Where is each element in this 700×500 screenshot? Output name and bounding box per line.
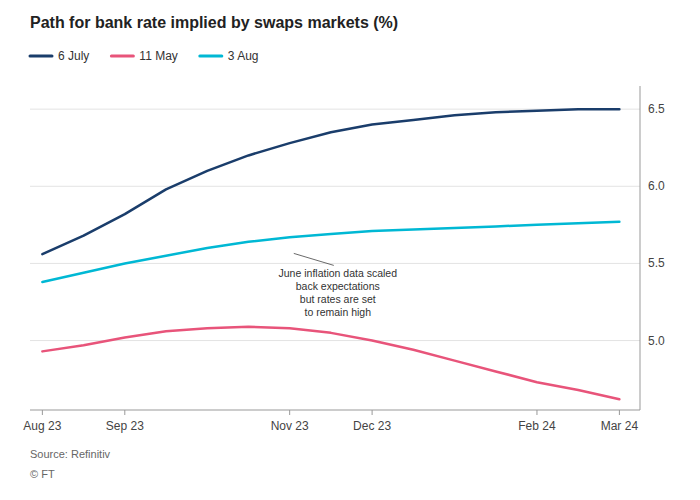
x-tick — [42, 410, 43, 415]
grid-line — [30, 340, 640, 341]
x-axis-line — [30, 410, 640, 411]
x-tick — [536, 410, 537, 415]
copyright: © FT — [30, 468, 55, 480]
x-tick — [124, 410, 125, 415]
series-line — [42, 222, 619, 282]
chart: Path for bank rate implied by swaps mark… — [0, 0, 700, 500]
x-tick — [289, 410, 290, 415]
x-tick-label: Nov 23 — [271, 419, 309, 433]
x-tick-label: Aug 23 — [23, 419, 61, 433]
x-tick-label: Sep 23 — [106, 419, 144, 433]
x-tick — [372, 410, 373, 415]
annotation: June inflation data scaledback expectati… — [279, 267, 398, 318]
legend-swatch — [30, 55, 52, 58]
y-tick-label: 5.0 — [648, 334, 665, 348]
series-line — [42, 327, 619, 400]
x-tick-label: Feb 24 — [518, 419, 556, 433]
series-line — [42, 109, 619, 254]
source: Source: Refinitiv — [30, 448, 111, 460]
legend-label: 11 May — [139, 49, 177, 63]
x-tick-label: Dec 23 — [353, 419, 391, 433]
grid-line — [30, 186, 640, 187]
legend-label: 6 July — [58, 49, 89, 63]
y-axis-line — [640, 86, 641, 410]
y-tick-label: 6.5 — [648, 102, 665, 116]
legend: 6 July 11 May 3 Aug — [30, 49, 259, 63]
y-tick-label: 5.5 — [648, 256, 665, 270]
legend-swatch — [200, 55, 222, 58]
annotation-arrow — [294, 253, 334, 265]
legend-label: 3 Aug — [228, 49, 259, 63]
series-group — [42, 109, 619, 399]
y-tick-label: 6.0 — [648, 179, 665, 193]
x-tick-label: Mar 24 — [601, 419, 639, 433]
x-tick — [619, 410, 620, 415]
grid — [30, 109, 640, 340]
title: Path for bank rate implied by swaps mark… — [30, 14, 398, 31]
legend-swatch — [111, 55, 133, 58]
